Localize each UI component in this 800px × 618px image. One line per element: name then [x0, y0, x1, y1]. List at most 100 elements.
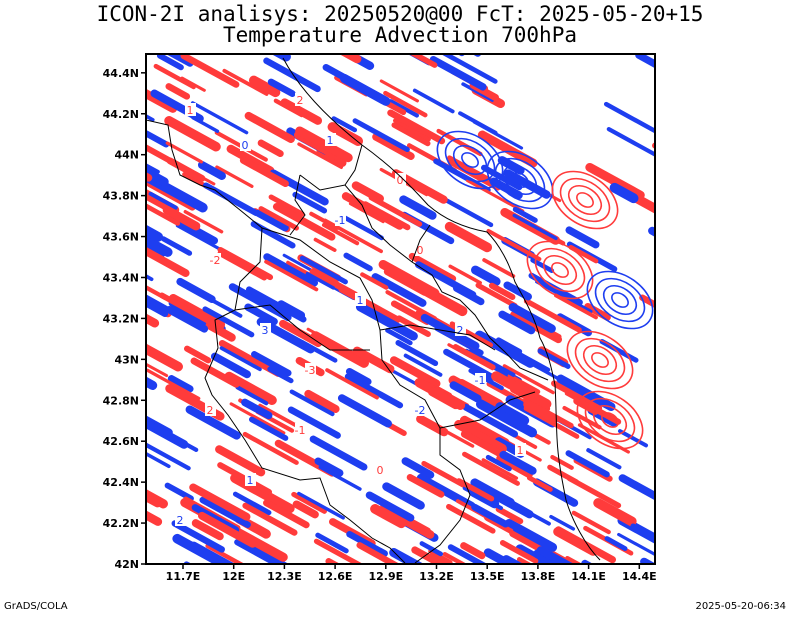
- advection-streak: [466, 179, 525, 213]
- advection-streak: [234, 539, 284, 564]
- advection-streak: [365, 491, 415, 522]
- advection-streak: [662, 376, 700, 397]
- advection-streak: [412, 88, 455, 114]
- contour-label: 3: [262, 324, 269, 337]
- advection-streak: [294, 582, 333, 603]
- advection-streak: [618, 429, 648, 448]
- contour-ring: [559, 177, 611, 223]
- advection-streak: [475, 282, 518, 309]
- contour-ring: [526, 240, 594, 300]
- advection-streak: [488, 282, 516, 300]
- coastline: [282, 57, 601, 561]
- advection-streak: [146, 166, 169, 187]
- advection-streak: [313, 237, 337, 252]
- advection-streak: [482, 258, 516, 279]
- advection-streak: [352, 346, 395, 374]
- advection-streak: [382, 482, 425, 510]
- contour-label: 0: [417, 244, 424, 257]
- advection-streak: [648, 226, 655, 237]
- advection-streak: [291, 491, 327, 514]
- advection-streak: [304, 389, 340, 413]
- advection-streak: [393, 118, 431, 142]
- advection-streak: [470, 265, 501, 286]
- contour-ring: [576, 192, 594, 208]
- advection-streak: [385, 290, 437, 321]
- advection-streak: [338, 285, 401, 324]
- advection-streak: [507, 373, 541, 395]
- advection-streak: [554, 526, 617, 564]
- advection-streak: [164, 482, 194, 502]
- advection-streak: [341, 214, 384, 241]
- contour-label-box: [475, 373, 486, 386]
- lon-label: 11.7E: [166, 570, 201, 583]
- lat-label: 43.8N: [103, 190, 139, 203]
- lon-label: 12.9E: [368, 570, 403, 583]
- advection-streak: [292, 191, 328, 214]
- advection-streak: [444, 221, 493, 253]
- advection-streak: [146, 492, 162, 508]
- advection-streak: [156, 54, 184, 71]
- advection-streak: [255, 209, 289, 232]
- advection-streak: [408, 54, 438, 68]
- contour-ring: [567, 184, 603, 216]
- advection-streak: [146, 180, 196, 211]
- advection-streak: [172, 533, 226, 564]
- advection-streak: [217, 250, 268, 281]
- advection-streak: [370, 504, 407, 529]
- contour-label: 2: [297, 94, 304, 107]
- advection-streak: [599, 339, 639, 363]
- advection-streak: [427, 553, 453, 564]
- advection-streak: [491, 371, 552, 409]
- advection-streak: [191, 519, 224, 541]
- advection-streak: [263, 253, 318, 287]
- advection-streak: [185, 405, 241, 440]
- advection-streak: [477, 130, 538, 168]
- contour-ring: [486, 150, 554, 210]
- region-border-west: [146, 119, 406, 564]
- advection-streak: [242, 431, 299, 465]
- contour-ring: [436, 130, 504, 190]
- advection-streak: [111, 573, 161, 601]
- advection-streak: [162, 205, 201, 231]
- advection-streak: [226, 144, 275, 175]
- contour-label-box: [245, 473, 256, 486]
- region-borders: [146, 57, 601, 564]
- advection-streak: [289, 389, 335, 417]
- advection-streak: [205, 321, 236, 342]
- advection-streak: [318, 465, 362, 491]
- advection-streak: [184, 345, 212, 364]
- advection-streak: [159, 292, 218, 328]
- advection-streak: [456, 478, 495, 502]
- advection-streak: [533, 549, 566, 564]
- contour-ring: [601, 412, 619, 428]
- contour-label: 0: [242, 139, 249, 152]
- advection-streak: [217, 246, 274, 281]
- lon-label: 12.6E: [318, 570, 353, 583]
- advection-bands: [111, 54, 700, 603]
- advection-streak: [325, 368, 379, 400]
- advection-streak: [460, 542, 486, 560]
- advection-streak: [383, 90, 428, 118]
- contour-ring: [576, 390, 644, 450]
- advection-streak: [506, 499, 551, 526]
- advection-streak: [244, 303, 278, 326]
- advection-streak: [554, 293, 598, 320]
- advection-streak: [146, 362, 169, 378]
- advection-streak: [171, 520, 226, 553]
- contour-label: 0: [397, 174, 404, 187]
- contour-label-box: [295, 93, 306, 106]
- advection-streak: [449, 381, 482, 403]
- advection-streak: [160, 236, 193, 256]
- advection-streak: [180, 54, 240, 88]
- latitude-axis: 44.4N 44.2N 44N 43.8N 43.6N 43.4N 43.2N 43N 42.8…: [103, 67, 146, 571]
- contour-label: 2: [457, 324, 464, 337]
- lat-label: 43.2N: [103, 312, 139, 325]
- contour-labels: 1 0 2 -1 -2 3 -3 1 0 2 -1 1 0 -2 2 1 0 -1 1 2: [175, 93, 526, 527]
- lat-label: 42.4N: [103, 476, 139, 489]
- lon-label: 13.2E: [419, 570, 454, 583]
- footer-credit: GrADS/COLA: [4, 601, 68, 612]
- advection-streak: [146, 376, 158, 390]
- contour-ring: [586, 270, 654, 330]
- advection-streak: [362, 201, 411, 231]
- lat-label: 43.4N: [103, 271, 139, 284]
